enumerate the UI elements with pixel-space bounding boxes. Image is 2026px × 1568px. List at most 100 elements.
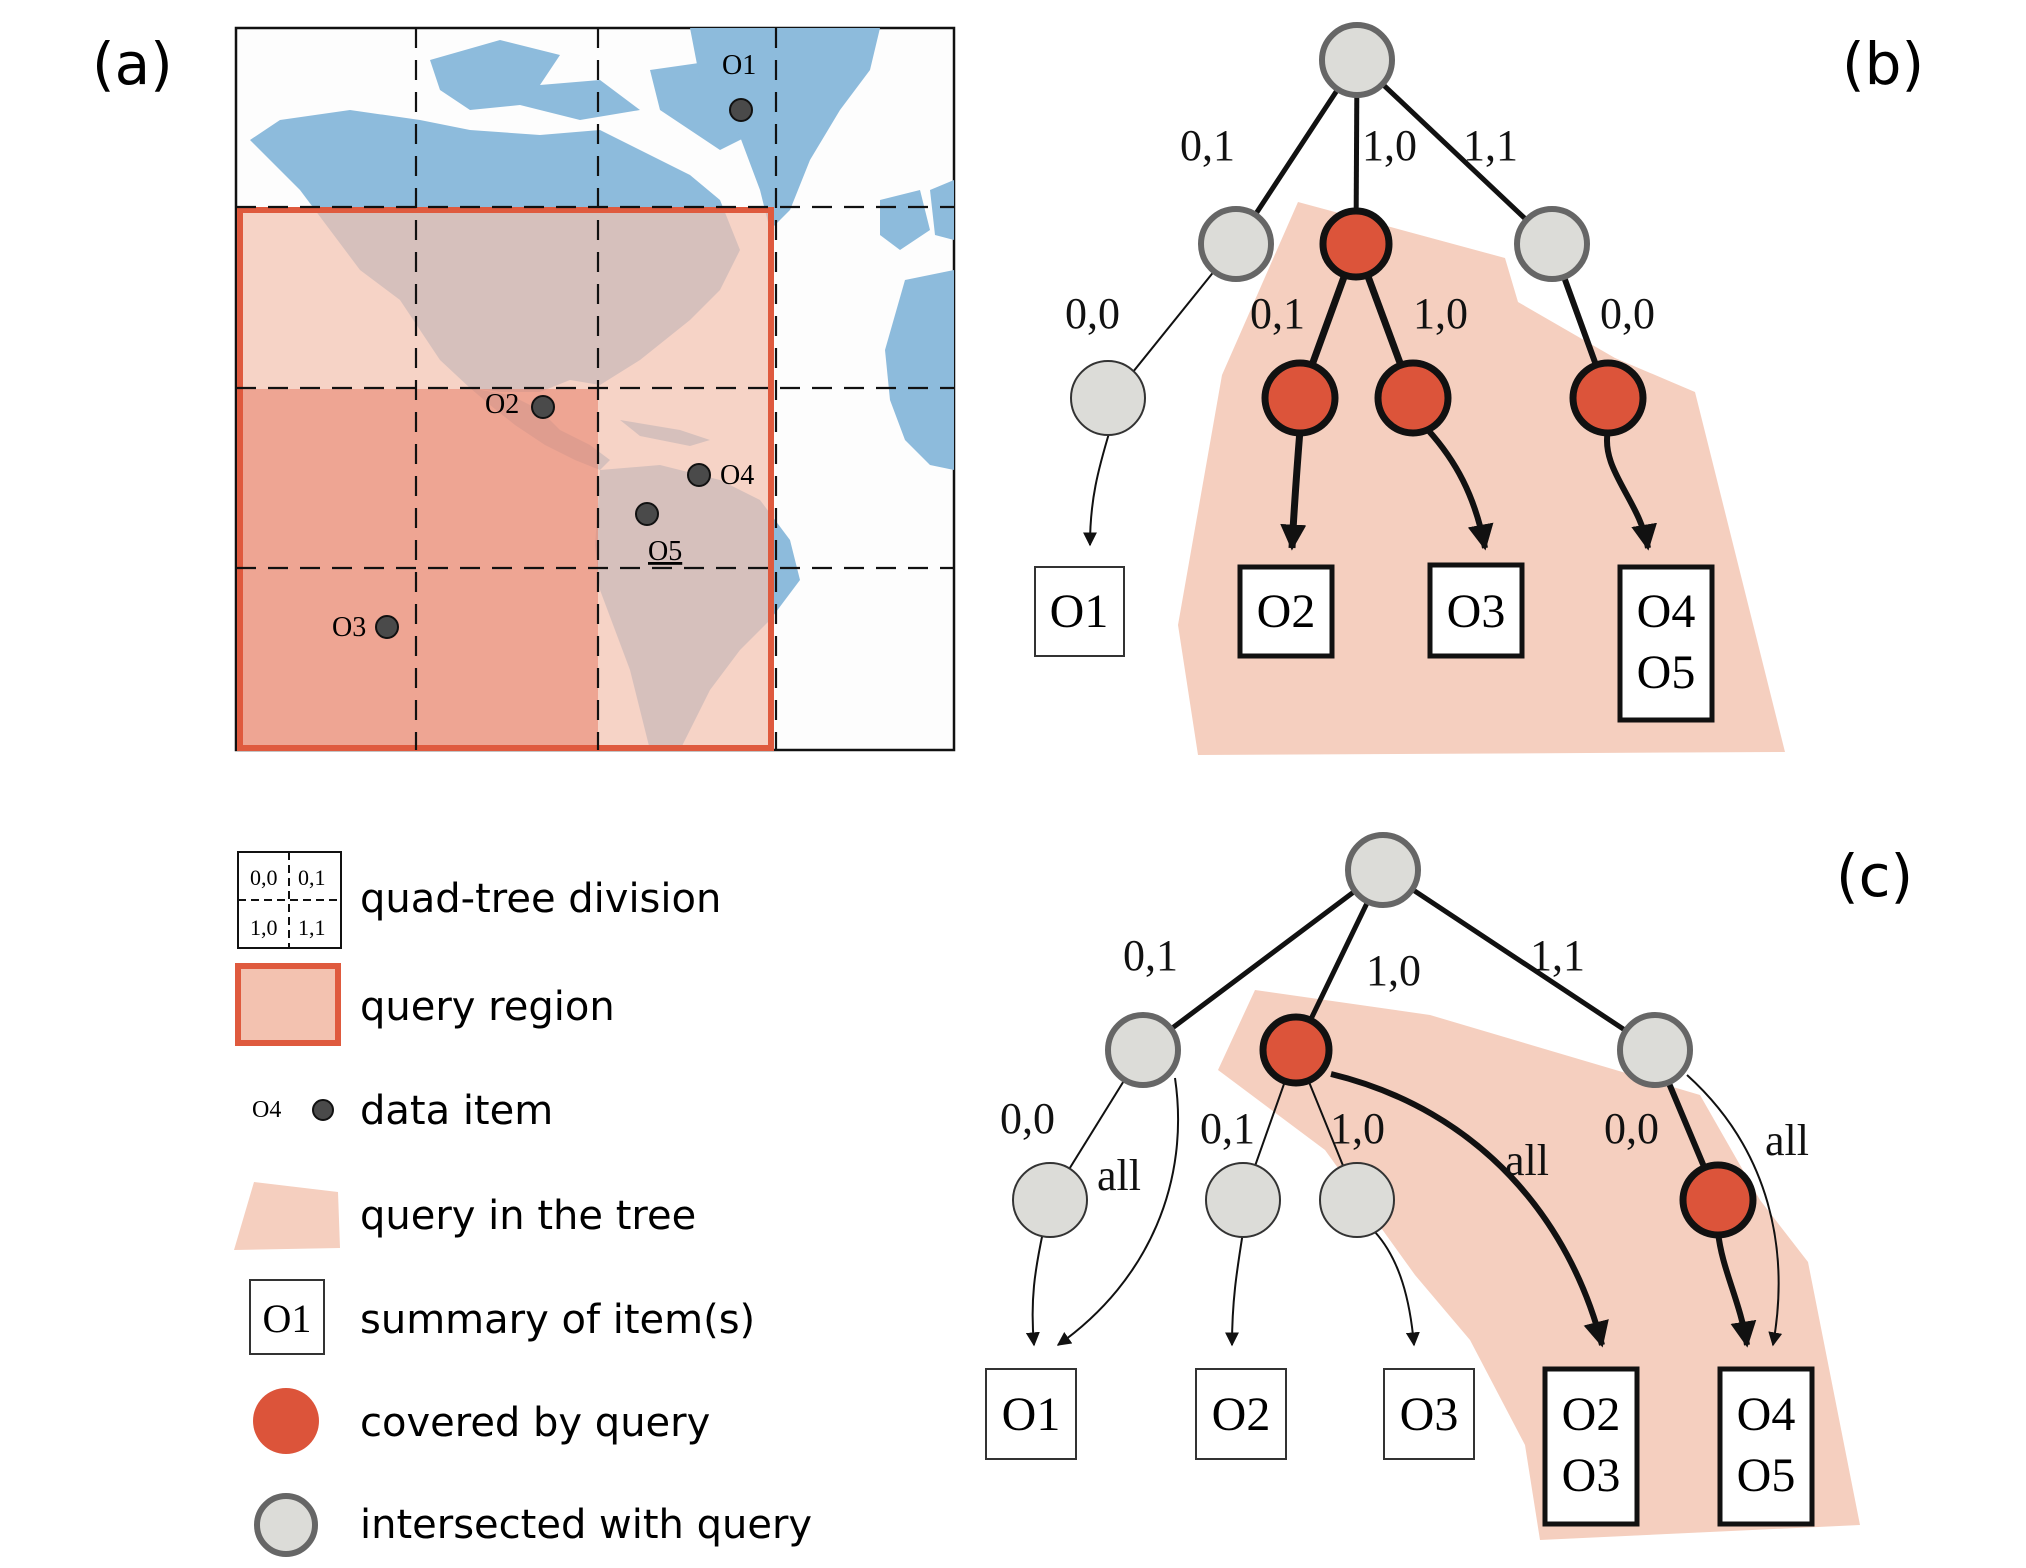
- node-intersected: [1319, 22, 1395, 98]
- summary-box: [1717, 1366, 1815, 1527]
- panel-label-a: (a): [92, 30, 173, 98]
- edge: [1355, 58, 1554, 246]
- summary-box-label: O5: [1737, 1449, 1796, 1502]
- quadtree-cell-label: 0,1: [298, 865, 326, 890]
- node-covered: [1679, 1161, 1757, 1239]
- legend-summary-sample-label: O1: [263, 1296, 312, 1341]
- data-item-label: O5: [648, 536, 682, 567]
- summary-box-label: O1: [1002, 1388, 1061, 1441]
- data-item-dot: [375, 615, 399, 639]
- arrow: [1225, 1231, 1244, 1347]
- summary-box: [1617, 564, 1715, 723]
- node-intersected: [1012, 1162, 1088, 1238]
- node-covered: [1569, 359, 1647, 437]
- summary-box-label: O4: [1737, 1388, 1796, 1441]
- data-item-o2: O2: [485, 389, 555, 420]
- edge-label: 0,0: [1604, 1104, 1659, 1153]
- data-item-o4: O4: [687, 460, 754, 491]
- edge-label: 0,0: [1065, 289, 1120, 338]
- greenland-shape: [690, 28, 880, 230]
- tree-c: 0,1 1,0 1,1 0,0 0,1 1,0 0,0 all all all …: [985, 832, 1860, 1540]
- summary-box-label: O4: [1637, 585, 1696, 638]
- africa-shape: [885, 270, 954, 470]
- data-item-dot: [531, 395, 555, 419]
- legend-item-sample-label: O4: [252, 1097, 281, 1123]
- europe-shape: [930, 180, 954, 240]
- arrow: [1686, 1074, 1783, 1347]
- summary-box: [1237, 564, 1335, 659]
- arrow: [1603, 429, 1657, 551]
- map-panel: O1 O2 O3 O4 O5: [234, 26, 956, 752]
- edge-label: 1,0: [1362, 121, 1417, 170]
- legend-quadtree-swatch: 0,0 0,1 1,0 1,1: [237, 851, 342, 949]
- tree-b-nodes: [1070, 22, 1647, 437]
- arrow: [1425, 427, 1494, 551]
- edge-label: 0,0: [1000, 1094, 1055, 1143]
- edge-label: 1,0: [1413, 289, 1468, 338]
- quadtree-cell-label: 1,1: [298, 915, 326, 940]
- query-region-covered-cell: [240, 389, 598, 748]
- arrow: [1715, 1231, 1757, 1348]
- summary-box-label: O2: [1257, 585, 1316, 638]
- legend-label: summary of item(s): [360, 1297, 755, 1343]
- edge-label: 1,1: [1463, 121, 1518, 170]
- summary-box-label: O3: [1562, 1449, 1621, 1502]
- data-item-dot: [687, 463, 711, 487]
- node-intersected: [1514, 206, 1590, 282]
- summary-box: [985, 1368, 1077, 1460]
- quadtree-cell-label: 0,0: [250, 865, 278, 890]
- arrow: [1280, 429, 1307, 551]
- arrow: [1025, 1231, 1044, 1347]
- summary-box: [1034, 566, 1125, 657]
- arrow: [1056, 1077, 1179, 1346]
- legend-query-region-swatch: [235, 963, 341, 1046]
- query-region-border: [237, 207, 774, 751]
- legend-summary-swatch: [249, 1279, 325, 1355]
- node-intersected: [1198, 206, 1274, 282]
- arrow: [1330, 1071, 1609, 1348]
- edge-label: 0,1: [1123, 931, 1178, 980]
- arctic-islands-shape: [430, 40, 640, 120]
- legend: 0,0 0,1 1,0 1,1 quad-tree division query…: [234, 851, 812, 1557]
- node-covered: [1261, 359, 1339, 437]
- tree-b: 0,1 1,0 1,1 0,0 0,1 1,0 0,0 O1 O2 O: [1034, 22, 1785, 755]
- data-item-dot: [635, 502, 659, 526]
- data-item-label: O1: [722, 50, 756, 81]
- arrow: [1374, 1231, 1420, 1347]
- summary-box: [1427, 562, 1525, 659]
- edge-label: 0,0: [1600, 289, 1655, 338]
- summary-box-label: O1: [1050, 585, 1109, 638]
- summary-box: [1383, 1368, 1475, 1460]
- all-label: all: [1097, 1151, 1141, 1200]
- legend-intersected-swatch: [254, 1493, 318, 1557]
- legend-label: quad-tree division: [360, 876, 721, 922]
- summary-box-label: O3: [1447, 585, 1506, 638]
- arrow: [1083, 429, 1111, 547]
- data-item-o1: O1: [722, 50, 756, 122]
- node-intersected: [1205, 1162, 1281, 1238]
- panel-label-c: (c): [1836, 842, 1913, 910]
- quadtree-cell-label: 1,0: [250, 915, 278, 940]
- edge: [1141, 868, 1385, 1052]
- panel-label-b: (b): [1842, 30, 1924, 98]
- legend-query-tree-swatch: [234, 1182, 340, 1250]
- edge-label: 1,1: [1530, 931, 1585, 980]
- quadtree-grid: [236, 28, 954, 750]
- legend-label: intersected with query: [360, 1502, 812, 1548]
- node-intersected: [1345, 832, 1421, 908]
- tree-c-nodes: [1012, 832, 1757, 1239]
- node-covered: [1259, 1013, 1333, 1087]
- node-intersected: [1105, 1012, 1181, 1088]
- data-item-label: O4: [720, 460, 754, 491]
- data-item-label: O3: [332, 612, 366, 643]
- edge-label: 0,1: [1250, 289, 1305, 338]
- summary-box-label: O2: [1562, 1388, 1621, 1441]
- newfoundland-shape: [880, 190, 930, 250]
- data-item-o5: O5: [635, 502, 682, 567]
- summary-box-label: O2: [1212, 1388, 1271, 1441]
- summary-box: [1542, 1366, 1640, 1527]
- node-intersected: [1319, 1162, 1395, 1238]
- edge-label: 0,1: [1200, 1104, 1255, 1153]
- tree-c-boxes: O1 O2 O3 O2 O3 O4 O5: [985, 1366, 1815, 1527]
- tree-c-edges: [1025, 867, 1783, 1348]
